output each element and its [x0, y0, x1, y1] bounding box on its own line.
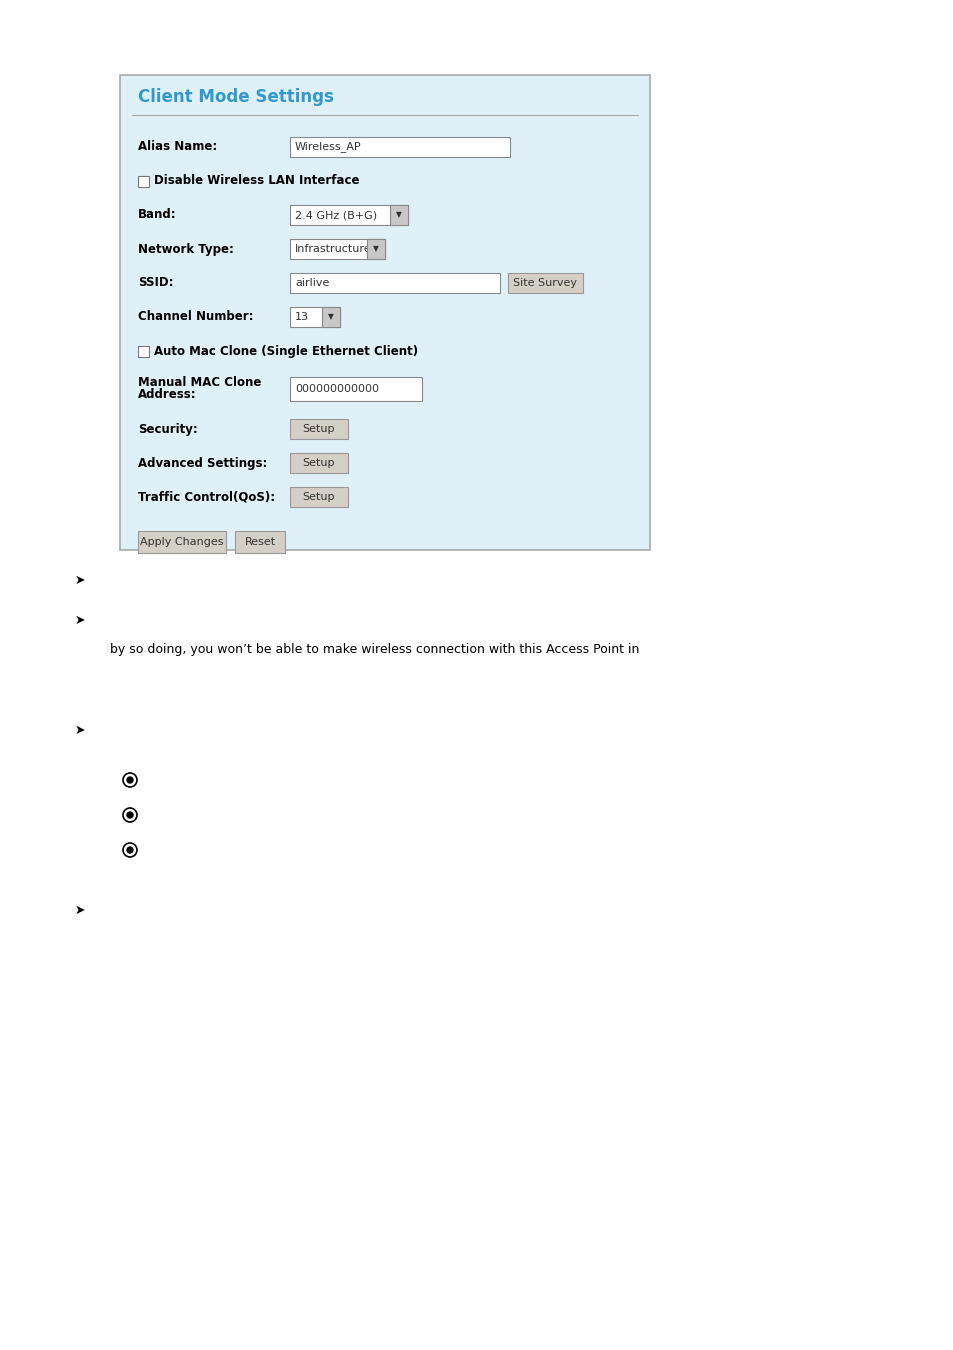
Bar: [138, 531, 226, 554]
Text: ▼: ▼: [395, 211, 401, 220]
Text: ➤: ➤: [75, 724, 86, 737]
Text: ▼: ▼: [328, 312, 334, 321]
Text: Site Survey: Site Survey: [513, 278, 577, 288]
Text: 2.4 GHz (B+G): 2.4 GHz (B+G): [294, 211, 376, 220]
Bar: [290, 454, 348, 472]
Text: ➤: ➤: [75, 574, 86, 586]
Text: by so doing, you won’t be able to make wireless connection with this Access Poin: by so doing, you won’t be able to make w…: [110, 644, 639, 656]
Text: Wireless_AP: Wireless_AP: [294, 142, 361, 153]
Bar: [322, 306, 339, 327]
Bar: [290, 487, 348, 508]
Bar: [138, 176, 149, 186]
Text: Setup: Setup: [302, 491, 335, 502]
Circle shape: [127, 846, 132, 853]
Text: airlive: airlive: [294, 278, 329, 288]
Text: Alias Name:: Alias Name:: [138, 140, 217, 154]
Circle shape: [127, 778, 132, 783]
Bar: [234, 531, 285, 554]
Text: Address:: Address:: [138, 389, 196, 401]
Bar: [290, 205, 408, 225]
Bar: [290, 306, 339, 327]
Text: ➤: ➤: [75, 903, 86, 917]
Bar: [290, 136, 510, 157]
Text: ➤: ➤: [75, 613, 86, 626]
Text: Client Mode Settings: Client Mode Settings: [138, 88, 334, 107]
Text: Setup: Setup: [302, 424, 335, 433]
Circle shape: [127, 811, 132, 818]
Text: Disable Wireless LAN Interface: Disable Wireless LAN Interface: [153, 174, 359, 188]
Text: Reset: Reset: [244, 537, 275, 547]
Text: Channel Number:: Channel Number:: [138, 310, 253, 324]
Text: Security:: Security:: [138, 423, 197, 436]
Text: Setup: Setup: [302, 458, 335, 468]
Text: Band:: Band:: [138, 208, 176, 221]
Text: Apply Changes: Apply Changes: [140, 537, 224, 547]
Bar: [290, 273, 499, 293]
Text: SSID:: SSID:: [138, 277, 173, 289]
Text: Auto Mac Clone (Single Ethernet Client): Auto Mac Clone (Single Ethernet Client): [153, 344, 417, 358]
Text: Traffic Control(QoS):: Traffic Control(QoS):: [138, 490, 274, 504]
Text: Infrastructure: Infrastructure: [294, 244, 372, 254]
Text: ▼: ▼: [373, 244, 378, 254]
Text: Network Type:: Network Type:: [138, 243, 233, 255]
Text: 000000000000: 000000000000: [294, 383, 378, 394]
Bar: [390, 205, 408, 225]
Bar: [290, 418, 348, 439]
Bar: [290, 239, 385, 259]
Bar: [120, 76, 649, 549]
Bar: [138, 346, 149, 356]
Bar: [290, 377, 421, 401]
Bar: [507, 273, 582, 293]
Text: Manual MAC Clone: Manual MAC Clone: [138, 375, 261, 389]
Text: Advanced Settings:: Advanced Settings:: [138, 456, 267, 470]
Text: 13: 13: [294, 312, 309, 323]
Bar: [367, 239, 385, 259]
